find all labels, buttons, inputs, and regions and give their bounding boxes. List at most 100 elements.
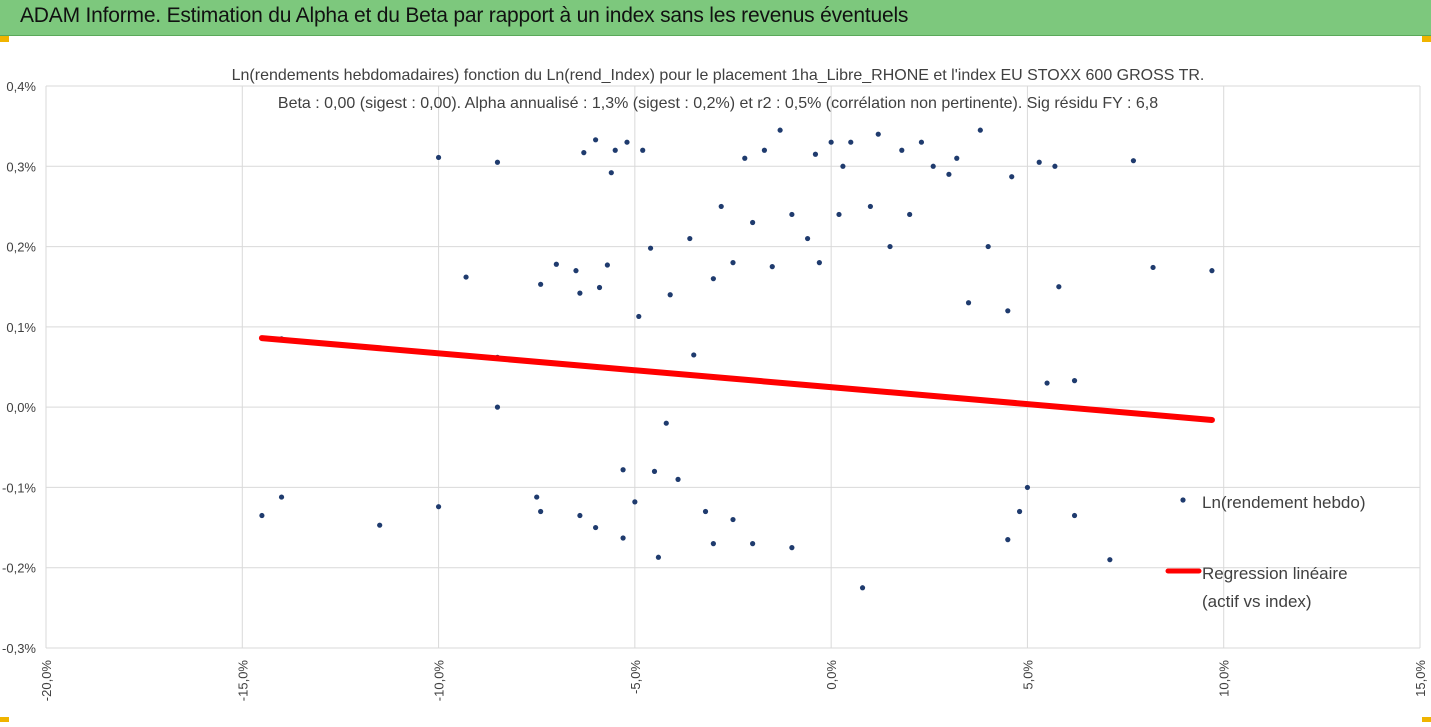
data-point [1005, 537, 1011, 543]
data-point [918, 139, 925, 145]
data-point [691, 352, 697, 358]
y-tick-label: 0,1% [6, 320, 36, 335]
corner-accent-right [1422, 36, 1431, 42]
legend-regression-label-2: (actif vs index) [1202, 592, 1312, 611]
scatter-points [259, 127, 1215, 591]
data-point [435, 504, 442, 510]
data-point [624, 139, 630, 145]
data-point [812, 151, 819, 157]
data-point [1056, 284, 1062, 290]
data-point [985, 243, 991, 250]
data-point [954, 155, 960, 161]
scatter-chart: -0,3% -0,2% -0,1% 0,0% 0,1% 0,2% 0,3% 0,4% -20,0… [2, 67, 1428, 701]
data-point [710, 541, 716, 547]
data-point [573, 268, 579, 274]
data-point [899, 147, 905, 153]
report-title: ADAM Informe. Estimation du Alpha et du … [20, 4, 909, 27]
data-point [816, 260, 822, 266]
data-point [608, 170, 614, 176]
regression-layer [258, 335, 1215, 423]
data-point [875, 131, 881, 137]
corner-accent-left [0, 36, 9, 42]
axes: -0,3% -0,2% -0,1% 0,0% 0,1% 0,2% 0,3% 0,4% -20,0… [2, 79, 1428, 701]
data-point [640, 147, 646, 153]
data-point [581, 150, 587, 156]
data-point [577, 512, 583, 519]
legend-scatter-label: Ln(rendement hebdo) [1202, 493, 1366, 512]
data-point [907, 211, 913, 218]
data-point [647, 245, 654, 251]
data-point [769, 264, 775, 270]
data-point [593, 524, 599, 531]
y-tick-label: 0,4% [6, 79, 36, 94]
x-tick-label: 10,0% [1217, 660, 1232, 697]
data-point [965, 300, 972, 306]
data-point [1150, 264, 1156, 271]
data-point [718, 203, 724, 210]
data-point [750, 541, 756, 547]
data-point [612, 147, 618, 153]
data-point [828, 139, 834, 145]
data-point [675, 476, 681, 482]
data-point [789, 545, 795, 551]
data-point [867, 203, 874, 210]
data-point [596, 284, 603, 291]
data-point [1036, 159, 1042, 165]
legend-scatter-marker [1180, 497, 1186, 503]
data-point [687, 235, 693, 242]
data-point [651, 468, 658, 474]
x-tick-label: -15,0% [235, 660, 250, 702]
report-banner: ADAM Informe. Estimation du Alpha et du … [0, 0, 1431, 36]
y-tick-label: 0,2% [6, 240, 36, 255]
data-point [777, 127, 783, 133]
data-point [259, 512, 265, 519]
data-point [1209, 268, 1215, 274]
chart-title: Ln(rendements hebdomadaires) fonction du… [232, 67, 1205, 84]
data-point [663, 420, 669, 426]
data-point [1052, 163, 1058, 169]
x-tick-label: 0,0% [824, 660, 839, 690]
data-point [1024, 484, 1031, 491]
data-point [946, 171, 952, 177]
data-point [1130, 158, 1137, 164]
data-point [1044, 380, 1050, 386]
data-point [840, 163, 846, 169]
corner-accent-bottom-left [0, 717, 9, 722]
data-point [1009, 174, 1015, 180]
data-point [620, 467, 626, 473]
data-point [463, 274, 469, 280]
legend: Ln(rendement hebdo) Regression linéaire … [1165, 493, 1366, 611]
data-point [750, 219, 756, 226]
x-tick-label: 15,0% [1413, 660, 1428, 697]
data-point [836, 211, 842, 218]
data-point [977, 127, 983, 133]
data-point [887, 243, 893, 250]
y-tick-label: 0,3% [6, 159, 36, 174]
grid-lines [45, 85, 1421, 649]
data-point [377, 522, 383, 528]
data-point [494, 404, 501, 410]
data-point [859, 585, 866, 591]
regression-line [258, 335, 1215, 423]
data-point [710, 276, 716, 282]
data-point [702, 508, 709, 515]
y-tick-label: -0,1% [2, 480, 36, 495]
data-point [636, 313, 642, 320]
data-point [789, 211, 795, 218]
data-point [930, 163, 936, 169]
chart-subtitle: Beta : 0,00 (sigest : 0,00). Alpha annua… [278, 95, 1158, 112]
data-point [435, 154, 442, 161]
y-tick-label: -0,3% [2, 641, 36, 656]
data-point [577, 290, 583, 296]
corner-accent-bottom-right [1422, 717, 1431, 722]
y-tick-label: 0,0% [6, 400, 36, 415]
data-point [604, 262, 610, 268]
data-point [761, 147, 768, 153]
data-point [494, 159, 501, 165]
x-tick-label: -10,0% [432, 660, 447, 702]
data-point [730, 260, 736, 266]
legend-regression-label: Regression linéaire [1202, 564, 1348, 583]
data-point [804, 235, 811, 242]
data-point [1107, 557, 1113, 563]
data-point [620, 535, 626, 541]
